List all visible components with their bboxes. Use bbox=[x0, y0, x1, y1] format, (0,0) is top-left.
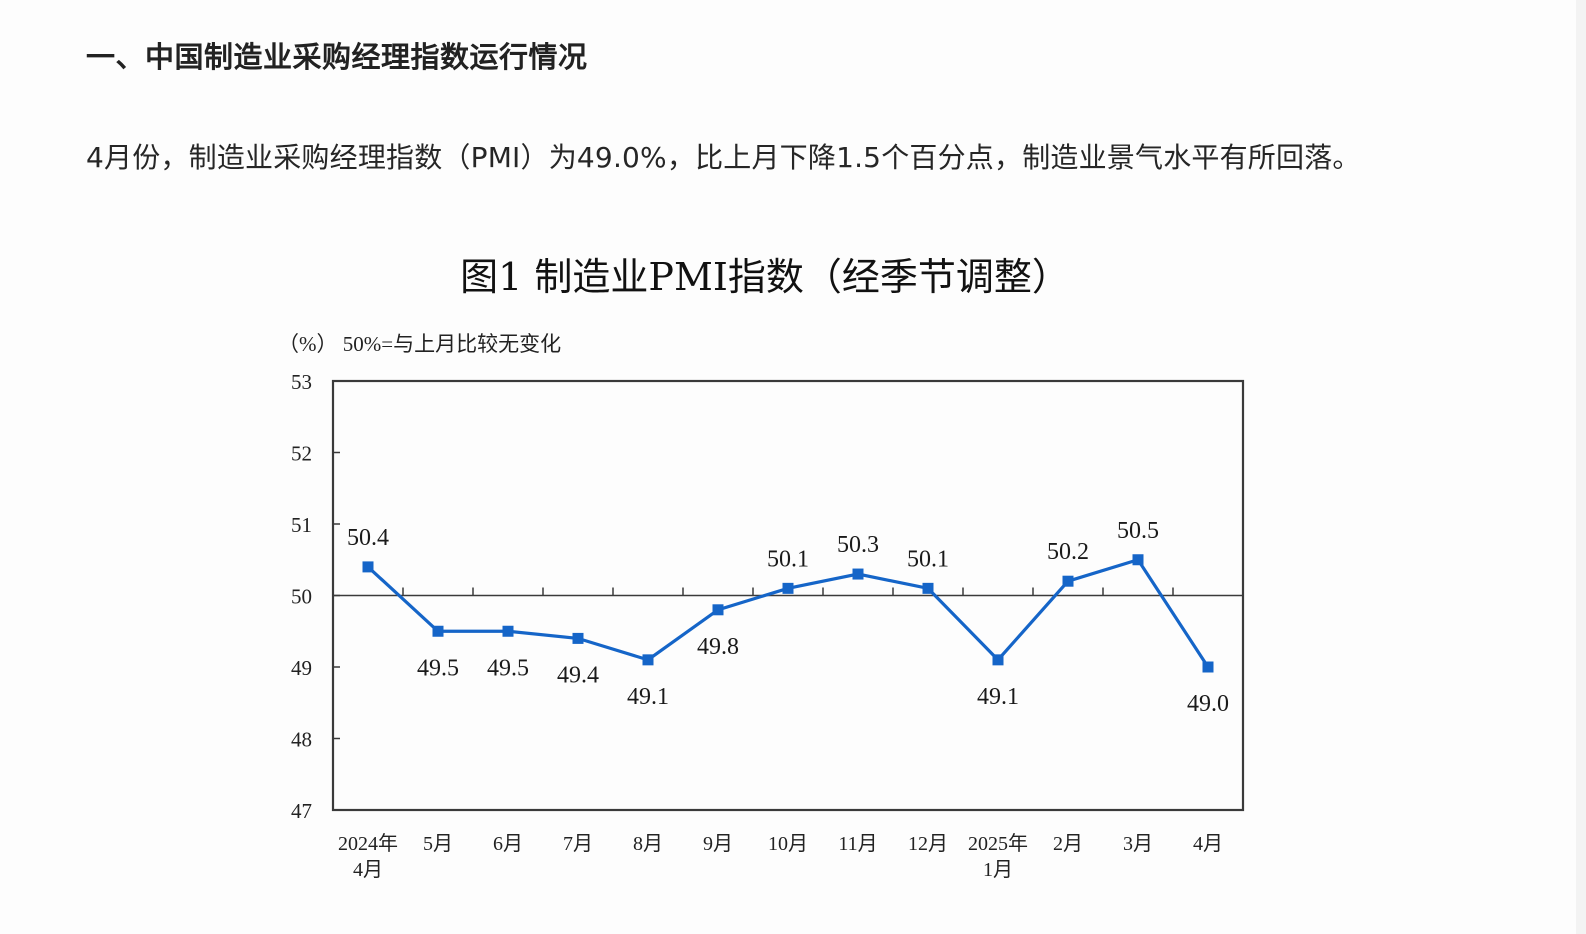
y-tick-label: 49 bbox=[291, 656, 312, 680]
data-point-marker bbox=[922, 582, 934, 594]
x-tick-label: 6月 bbox=[493, 833, 523, 855]
data-point-marker bbox=[712, 604, 724, 616]
pmi-series-markers bbox=[362, 554, 1214, 673]
data-value-label: 49.5 bbox=[487, 655, 529, 681]
x-tick-label: 4月 bbox=[1193, 833, 1223, 855]
x-tick-label: 2月 bbox=[1053, 833, 1083, 855]
pmi-series-line bbox=[366, 557, 1210, 668]
data-labels: 50.4 49.5 49.5 49.4 49.1 49.8 50.1 50.3 50.1 49.1… bbox=[347, 518, 1229, 717]
x-tick-label: 4月 bbox=[353, 859, 383, 881]
page-scrollbar-gutter bbox=[1576, 0, 1586, 934]
data-point-marker bbox=[362, 561, 374, 573]
reference-line-ticks bbox=[402, 587, 1174, 596]
summary-paragraph: 4月份，制造业采购经理指数（PMI）为49.0%，比上月下降1.5个百分点，制造… bbox=[86, 141, 1361, 174]
x-tick-label: 9月 bbox=[703, 833, 733, 855]
x-tick-label: 2024年 bbox=[338, 832, 398, 855]
data-value-label: 50.5 bbox=[1117, 518, 1159, 544]
chart-unit-note: （%） 50%=与上月比较无变化 bbox=[278, 332, 562, 356]
data-point-marker bbox=[782, 582, 794, 594]
x-tick-label: 8月 bbox=[633, 833, 663, 855]
x-tick-label: 1月 bbox=[983, 859, 1013, 881]
y-tick-label: 52 bbox=[291, 442, 312, 466]
data-value-label: 49.1 bbox=[977, 684, 1019, 710]
data-point-marker bbox=[1062, 575, 1074, 587]
y-tick-label: 48 bbox=[291, 728, 312, 752]
chart-title: 图1 制造业PMI指数（经季节调整） bbox=[460, 255, 1070, 299]
y-tick-label: 50 bbox=[291, 585, 312, 609]
data-value-label: 50.2 bbox=[1047, 539, 1089, 565]
data-value-label: 49.0 bbox=[1187, 691, 1229, 717]
data-point-marker bbox=[1132, 554, 1144, 566]
x-tick-label: 11月 bbox=[838, 833, 877, 855]
y-axis-labels: 47 48 49 50 51 52 53 bbox=[291, 370, 312, 823]
y-tick-label: 47 bbox=[291, 799, 312, 823]
section-heading: 一、中国制造业采购经理指数运行情况 bbox=[86, 40, 588, 74]
data-value-label: 50.4 bbox=[347, 525, 389, 551]
x-tick-label: 10月 bbox=[768, 833, 808, 855]
data-point-marker bbox=[1202, 661, 1214, 673]
data-point-marker bbox=[992, 654, 1004, 666]
data-point-marker bbox=[852, 568, 864, 580]
data-value-label: 50.1 bbox=[907, 546, 949, 572]
y-tick-label: 53 bbox=[291, 370, 312, 394]
y-tick-label: 51 bbox=[291, 513, 312, 537]
data-point-marker bbox=[432, 625, 444, 637]
x-tick-label: 3月 bbox=[1123, 833, 1153, 855]
data-point-marker bbox=[502, 625, 514, 637]
data-value-label: 49.8 bbox=[697, 634, 739, 660]
data-value-label: 50.3 bbox=[837, 532, 879, 558]
data-point-marker bbox=[642, 654, 654, 666]
x-tick-label: 5月 bbox=[423, 833, 453, 855]
data-value-label: 49.1 bbox=[627, 684, 669, 710]
x-tick-label: 2025年 bbox=[968, 832, 1028, 855]
data-value-label: 49.4 bbox=[557, 662, 599, 688]
x-tick-label: 12月 bbox=[908, 833, 948, 855]
data-value-label: 50.1 bbox=[767, 546, 809, 572]
data-value-label: 49.5 bbox=[417, 655, 459, 681]
x-tick-label: 7月 bbox=[563, 833, 593, 855]
data-point-marker bbox=[572, 632, 584, 644]
x-axis-labels: 2024年 4月 5月 6月 7月 8月 9月 10月 11月 12月 2025年 1月 2月 3月 4月 bbox=[338, 832, 1223, 881]
